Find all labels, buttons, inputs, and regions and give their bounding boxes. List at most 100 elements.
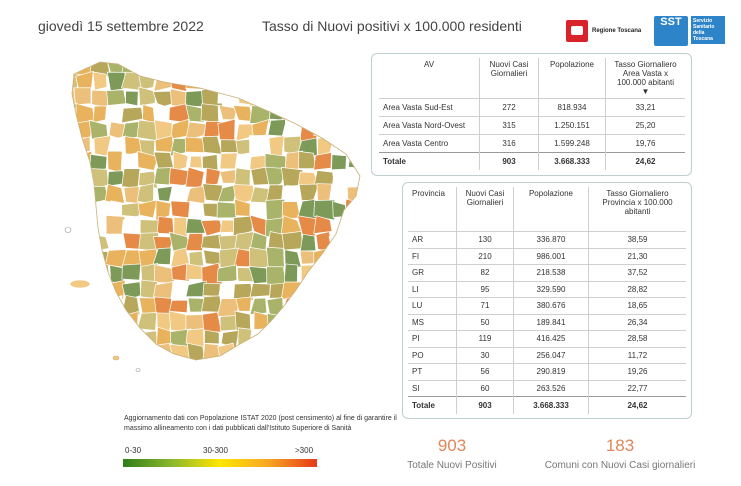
table-row[interactable]: SI 60 263.526 22,77 [408, 379, 686, 397]
municipality-area[interactable] [72, 359, 94, 378]
municipality-area[interactable] [73, 233, 96, 253]
municipality-area[interactable] [333, 216, 350, 236]
municipality-area[interactable] [332, 201, 346, 218]
municipality-area[interactable] [62, 216, 78, 237]
municipality-area[interactable] [185, 218, 206, 234]
municipality-area[interactable] [266, 266, 287, 285]
municipality-area[interactable] [62, 264, 75, 284]
municipality-area[interactable] [347, 247, 367, 269]
table-row[interactable]: PI 119 416.425 28,58 [408, 330, 686, 347]
municipality-area[interactable] [281, 230, 304, 251]
municipality-area[interactable] [249, 328, 269, 348]
table-row[interactable]: LI 95 329.590 28,82 [408, 280, 686, 298]
municipality-area[interactable] [60, 167, 79, 188]
municipality-area[interactable] [153, 167, 174, 186]
municipality-area[interactable] [137, 199, 158, 219]
municipality-area[interactable] [280, 185, 303, 202]
municipality-area[interactable] [299, 106, 318, 125]
table-row[interactable]: Area Vasta Sud-Est 272 818.934 33,21 [379, 98, 685, 117]
municipality-area[interactable] [154, 361, 174, 378]
municipality-area[interactable] [91, 281, 111, 298]
municipality-area[interactable] [88, 359, 110, 378]
municipality-area[interactable] [170, 200, 191, 219]
municipality-area[interactable] [268, 135, 285, 157]
municipality-area[interactable] [74, 248, 93, 267]
municipality-area[interactable] [329, 329, 351, 348]
municipality-area[interactable] [345, 123, 366, 139]
municipality-area[interactable] [136, 312, 158, 331]
municipality-area[interactable] [120, 329, 139, 348]
municipality-area[interactable] [253, 363, 268, 378]
sort-desc-icon[interactable]: ▼ [641, 87, 650, 96]
municipality-area[interactable] [265, 246, 285, 269]
municipality-area[interactable] [269, 106, 288, 121]
municipality-area[interactable] [267, 119, 287, 137]
municipality-area[interactable] [266, 73, 284, 89]
municipality-area[interactable] [121, 168, 141, 189]
municipality-area[interactable] [219, 152, 238, 170]
municipality-area[interactable] [60, 184, 79, 205]
municipality-area[interactable] [313, 330, 336, 348]
municipality-area[interactable] [249, 201, 272, 217]
municipality-area[interactable] [89, 346, 110, 365]
municipality-area[interactable] [121, 344, 141, 360]
municipality-area[interactable] [344, 231, 363, 251]
municipality-area[interactable] [74, 185, 96, 205]
municipality-area[interactable] [142, 104, 156, 124]
municipality-area[interactable] [72, 262, 95, 283]
municipality-area[interactable] [235, 296, 252, 312]
municipality-area[interactable] [185, 104, 205, 123]
municipality-area[interactable] [268, 90, 286, 109]
municipality-area[interactable] [185, 232, 204, 251]
municipality-area[interactable] [216, 359, 239, 378]
municipality-area[interactable] [248, 246, 270, 269]
municipality-area[interactable] [141, 330, 158, 347]
municipality-area[interactable] [249, 134, 271, 153]
municipality-area[interactable] [361, 311, 380, 329]
island-capraia[interactable] [64, 227, 72, 233]
municipality-area[interactable] [281, 104, 303, 122]
municipality-area[interactable] [60, 327, 78, 349]
municipality-area[interactable] [106, 150, 123, 174]
municipality-area[interactable] [203, 361, 222, 378]
municipality-area[interactable] [361, 250, 380, 266]
municipality-area[interactable] [329, 296, 350, 314]
municipality-area[interactable] [77, 216, 91, 235]
municipality-area[interactable] [217, 184, 239, 202]
municipality-area[interactable] [200, 233, 222, 250]
municipality-area[interactable] [60, 347, 77, 362]
municipality-area[interactable] [363, 187, 380, 205]
municipality-area[interactable] [313, 311, 334, 333]
municipality-area[interactable] [313, 215, 333, 235]
municipality-area[interactable] [267, 58, 283, 74]
municipality-area[interactable] [200, 58, 220, 76]
municipality-area[interactable] [332, 71, 351, 93]
municipality-area[interactable] [60, 88, 77, 110]
municipality-area[interactable] [72, 199, 94, 219]
municipality-area[interactable] [267, 359, 286, 378]
municipality-area[interactable] [202, 282, 221, 297]
municipality-area[interactable] [345, 214, 367, 235]
municipality-area[interactable] [330, 120, 351, 141]
municipality-area[interactable] [298, 343, 316, 365]
municipality-area[interactable] [331, 361, 350, 378]
municipality-area[interactable] [266, 313, 286, 333]
municipality-area[interactable] [329, 280, 351, 300]
municipality-area[interactable] [75, 103, 96, 124]
municipality-area[interactable] [140, 58, 156, 77]
municipality-area[interactable] [170, 361, 188, 378]
municipality-area[interactable] [201, 311, 222, 333]
municipality-area[interactable] [185, 121, 208, 142]
municipality-area[interactable] [89, 250, 109, 267]
municipality-area[interactable] [121, 202, 143, 218]
table-row[interactable]: Area Vasta Nord-Ovest 315 1.250.151 25,2… [379, 116, 685, 135]
municipality-area[interactable] [345, 343, 365, 363]
municipality-area[interactable] [330, 183, 349, 204]
municipality-area[interactable] [249, 283, 271, 298]
municipality-area[interactable] [168, 72, 188, 92]
municipality-area[interactable] [298, 72, 317, 91]
municipality-area[interactable] [61, 311, 79, 332]
municipality-area[interactable] [204, 329, 220, 345]
municipality-area[interactable] [317, 86, 335, 110]
municipality-area[interactable] [297, 297, 318, 316]
